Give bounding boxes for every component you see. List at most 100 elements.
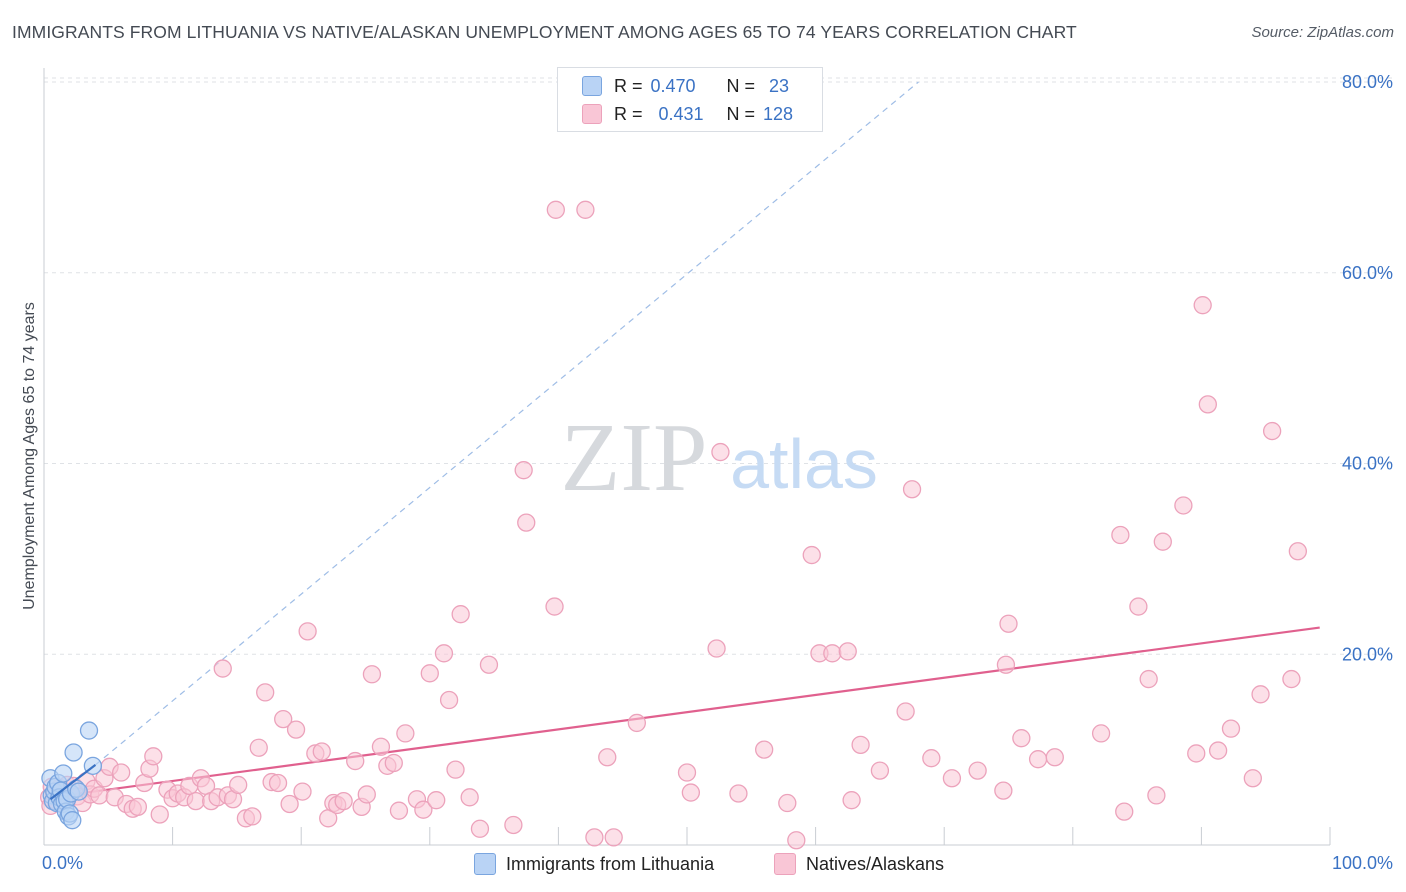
- natives-point: [1243, 769, 1262, 788]
- legend-swatch-blue: [582, 76, 602, 96]
- natives-point: [312, 742, 331, 761]
- x-tick-label: 0.0%: [42, 853, 83, 873]
- legend-row-lithuania: R = 0.470 N = 23: [582, 74, 789, 98]
- natives-point: [256, 683, 275, 702]
- natives-point: [598, 748, 617, 767]
- natives-point: [434, 644, 454, 663]
- legend-r-label: R =: [614, 103, 643, 124]
- legend-n-value: 128: [763, 103, 794, 124]
- natives-point: [576, 200, 595, 219]
- natives-point: [711, 442, 730, 462]
- natives-point: [838, 642, 857, 661]
- natives-point: [479, 655, 499, 674]
- natives-point: [362, 665, 382, 684]
- lithuania-point: [54, 764, 73, 783]
- natives-point: [293, 782, 312, 801]
- natives-point: [1129, 597, 1148, 616]
- natives-point: [144, 747, 163, 766]
- natives-point: [446, 760, 465, 779]
- natives-point: [286, 720, 306, 739]
- natives-point: [460, 788, 479, 807]
- natives-point: [414, 800, 433, 819]
- natives-point: [150, 805, 169, 824]
- natives-point: [346, 751, 365, 771]
- natives-point: [186, 791, 205, 811]
- y-tick-label: 20.0%: [1342, 644, 1393, 664]
- natives-point: [755, 740, 774, 759]
- natives-point: [994, 781, 1013, 800]
- natives-point: [1208, 741, 1228, 760]
- natives-point: [371, 737, 391, 756]
- x-tick-label: 100.0%: [1332, 853, 1393, 873]
- natives-point: [514, 461, 533, 480]
- natives-point: [274, 709, 293, 729]
- natives-point: [229, 775, 248, 795]
- natives-point: [681, 783, 701, 802]
- natives-point: [268, 773, 288, 793]
- natives-point: [707, 639, 726, 658]
- natives-point: [787, 831, 806, 850]
- lithuania-point: [79, 721, 99, 740]
- legend-swatch-pink: [582, 104, 602, 124]
- natives-point: [1111, 525, 1130, 545]
- natives-point: [420, 664, 439, 683]
- natives-point: [128, 797, 148, 816]
- y-tick-label: 80.0%: [1342, 72, 1393, 92]
- natives-point: [968, 761, 987, 780]
- natives-point: [504, 815, 523, 835]
- natives-point: [1139, 669, 1158, 689]
- natives-point: [1115, 802, 1134, 821]
- tick-labels: 20.0% 40.0% 60.0% 80.0% 0.0% 100.0%: [42, 72, 1393, 873]
- legend-row-natives: R = 0.431 N = 128: [582, 102, 793, 126]
- natives-point: [999, 614, 1018, 633]
- natives-point: [357, 785, 376, 804]
- watermark: ZIP atlas: [561, 404, 878, 512]
- natives-point: [802, 545, 821, 565]
- legend-r-value: 0.431: [658, 103, 704, 124]
- legend-label-lithuania: Immigrants from Lithuania: [506, 853, 715, 874]
- natives-point: [213, 659, 232, 678]
- legend-swatch-blue: [474, 853, 496, 875]
- legend-n-label: N =: [726, 103, 756, 124]
- natives-point: [517, 513, 536, 532]
- legend-item-natives[interactable]: Natives/Alaskans: [774, 852, 944, 876]
- natives-point: [1193, 296, 1212, 315]
- natives-point: [585, 828, 604, 847]
- natives-point: [1221, 719, 1241, 738]
- natives-point: [1028, 750, 1048, 769]
- natives-point: [996, 655, 1016, 674]
- natives-point: [1174, 496, 1193, 515]
- natives-point: [334, 791, 353, 811]
- natives-point: [470, 819, 490, 838]
- legend-n-label: N =: [726, 75, 756, 96]
- natives-point: [384, 753, 403, 773]
- legend-item-lithuania[interactable]: Immigrants from Lithuania: [474, 852, 714, 876]
- natives-point: [1251, 685, 1270, 704]
- lithuania-point: [64, 743, 83, 762]
- natives-point: [1091, 724, 1111, 743]
- natives-trend-line: [50, 626, 1320, 799]
- axes: [43, 68, 1331, 846]
- legend-label-natives: Natives/Alaskans: [806, 853, 945, 874]
- natives-point: [427, 791, 446, 810]
- natives-point: [778, 793, 797, 813]
- data-points: [39, 200, 1307, 850]
- natives-point: [902, 480, 922, 499]
- natives-point: [389, 801, 409, 820]
- legend-r-value: 0.470: [650, 75, 696, 96]
- natives-point: [90, 786, 109, 805]
- natives-point: [922, 749, 941, 768]
- gridlines: [44, 77, 1392, 655]
- natives-point: [280, 794, 299, 814]
- natives-point: [942, 769, 962, 788]
- stats-legend: R = 0.470 N = 23 R = 0.431 N = 128: [557, 67, 823, 132]
- blue-extrapolation-line: [95, 81, 919, 766]
- natives-point: [1153, 532, 1172, 551]
- legend-n-value: 23: [769, 75, 790, 96]
- natives-point: [396, 724, 415, 743]
- natives-point: [1282, 669, 1301, 689]
- natives-point: [1262, 421, 1282, 441]
- watermark-zip: ZIP: [561, 404, 708, 512]
- natives-point: [451, 605, 470, 624]
